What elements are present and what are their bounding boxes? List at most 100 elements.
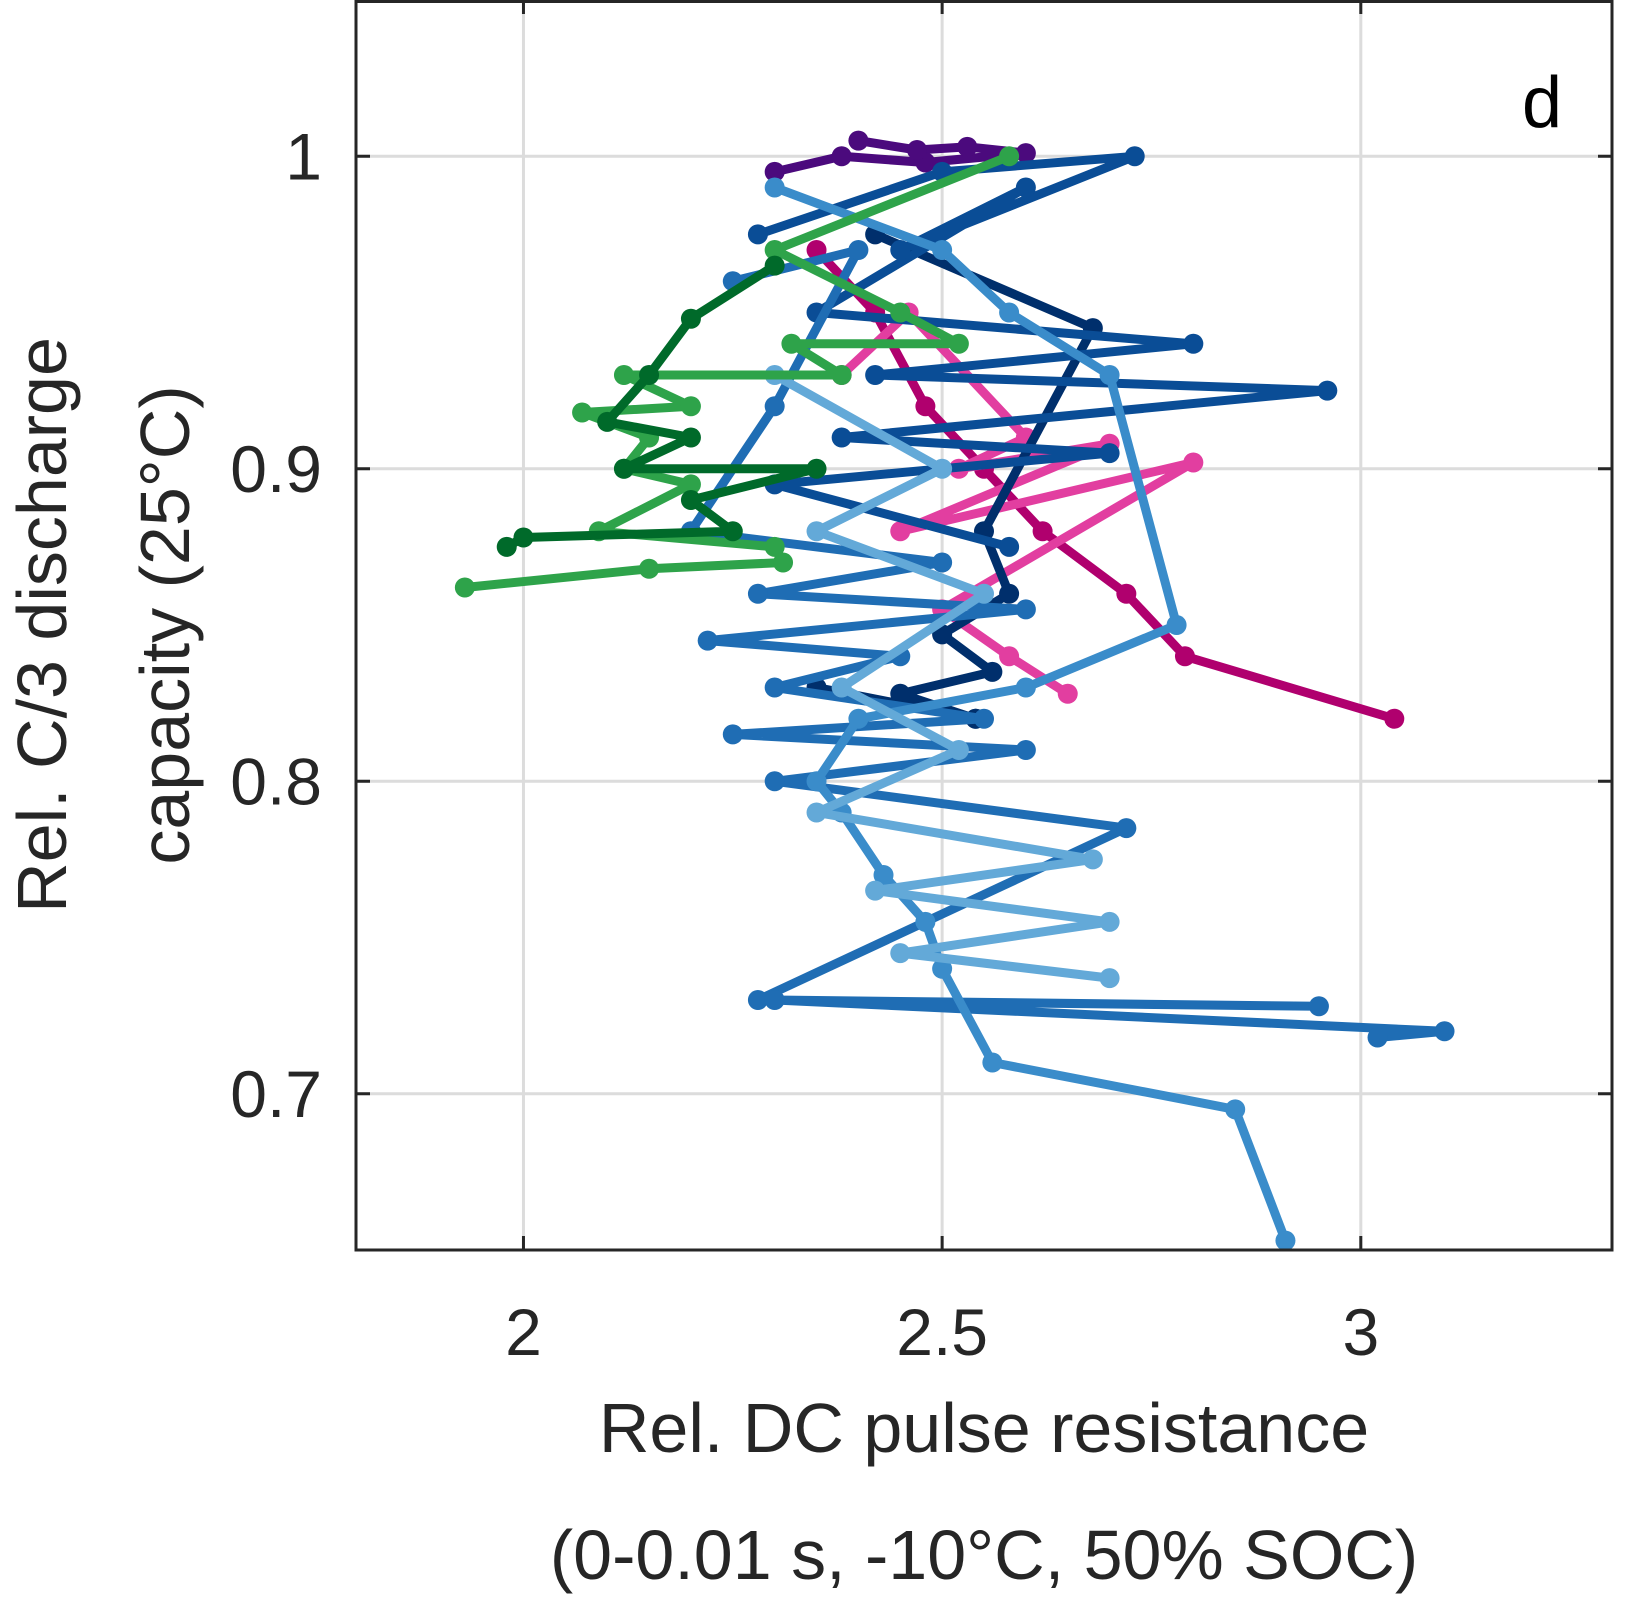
data-point [1015,177,1036,198]
y-axis-label-line-1: Rel. C/3 discharge [3,337,81,913]
data-point [932,552,953,573]
data-point [639,558,660,579]
data-point [1183,333,1204,354]
data-point [1015,740,1036,760]
data-point [764,396,785,417]
data-point [1015,677,1036,698]
data-point [1225,1099,1246,1120]
series-9 [496,255,827,557]
data-point [613,458,634,479]
data-point [848,708,869,729]
data-point [1166,615,1187,635]
data-point [1082,849,1103,870]
x-tick-label: 2 [505,1295,542,1369]
data-point [982,1052,1003,1073]
x-axis-label-line-2: (0-0.01 s, -10°C, 50% SOC) [550,1516,1418,1594]
data-point [597,411,618,432]
data-point [848,240,869,260]
data-point [806,802,827,823]
data-point [907,140,928,160]
x-axis-label-line-1: Rel. DC pulse resistance [599,1389,1369,1467]
x-tick-label: 2.5 [896,1295,988,1369]
series-4 [747,146,1338,557]
data-point [948,333,969,354]
data-point [1174,646,1195,667]
data-point [1099,911,1120,932]
data-point [680,474,701,495]
series-line [812,245,1399,724]
data-point [974,708,994,729]
data-point [999,583,1020,604]
data-point [680,396,701,417]
data-point [1434,1021,1455,1042]
data-point [932,958,953,979]
data-point [639,365,660,385]
data-point [764,677,785,698]
data-point [1099,365,1120,385]
data-point [697,630,718,651]
data-point [831,677,852,698]
data-point [513,527,534,548]
data-point [1116,583,1137,604]
data-point [932,458,953,479]
data-point [722,724,743,745]
data-point [915,396,936,417]
data-point [999,302,1020,323]
data-point [764,255,785,276]
data-point [1124,146,1145,167]
data-point [1308,996,1329,1017]
data-point [999,146,1020,167]
data-point [747,583,768,604]
series-6 [764,177,1296,1251]
data-point [680,308,701,329]
data-point [747,990,768,1010]
data-point [722,521,743,542]
data-point [764,177,785,198]
data-point [831,146,852,167]
data-point [680,427,701,448]
data-point [948,740,969,760]
data-point [1032,521,1053,542]
data-point [1099,968,1120,989]
data-point [999,646,1020,667]
data-series [454,130,1455,1251]
data-point [831,365,852,385]
y-tick-label: 0.7 [230,1057,322,1131]
data-point [764,990,785,1010]
data-point [1183,452,1204,473]
data-point [1015,599,1036,620]
y-tick-label: 0.9 [230,432,322,506]
data-point [915,911,936,932]
data-point [764,771,785,792]
y-axis-label-line-2: capacity (25°C) [126,385,204,864]
data-point [1099,443,1120,464]
data-point [1317,380,1338,401]
data-point [764,536,785,557]
data-point [932,240,953,260]
data-point [974,583,994,604]
data-point [773,552,794,573]
data-point [781,333,802,354]
plot-frame [354,0,1614,1252]
x-tick-label: 3 [1342,1295,1379,1369]
panel-label: d [1522,63,1562,143]
data-point [1015,143,1036,164]
data-point [848,130,869,151]
data-point [572,402,593,423]
series-line [770,370,1115,983]
axes: 2 2.5 3 0.7 0.8 0.9 1 [230,0,1614,1369]
data-point [806,458,827,479]
data-point [1116,818,1137,839]
data-point [890,521,911,542]
data-point [1384,708,1405,729]
series-7 [764,365,1120,989]
y-tick-label: 1 [285,119,322,193]
data-point [680,490,701,510]
data-point [890,302,911,323]
data-point [747,224,768,245]
y-tick-label: 0.8 [230,744,322,818]
data-point [957,136,978,157]
data-point [1367,1027,1388,1048]
data-point [1057,683,1078,704]
data-point [496,536,517,557]
